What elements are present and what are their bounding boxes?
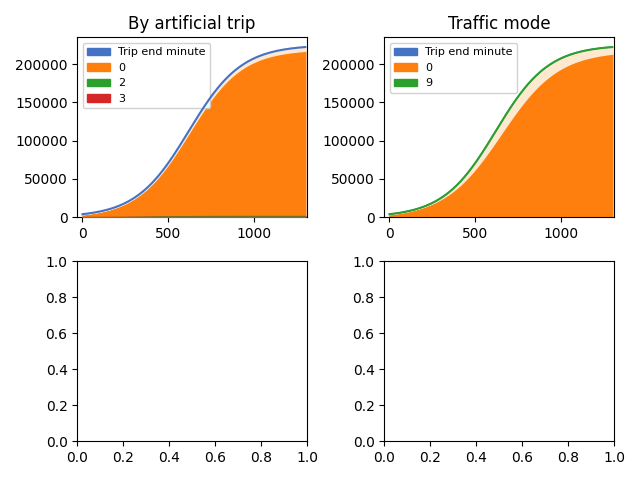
Title: Traffic mode: Traffic mode [448,15,550,33]
Legend: Trip end minute, 0, 9: Trip end minute, 0, 9 [390,43,517,93]
Title: By artificial trip: By artificial trip [129,15,256,33]
Legend: Trip end minute, 0, 2, 3: Trip end minute, 0, 2, 3 [83,43,211,108]
